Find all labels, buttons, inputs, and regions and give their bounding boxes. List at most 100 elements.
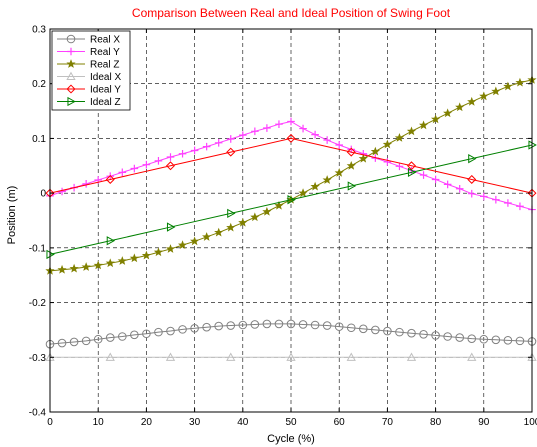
- data-point-real-z: [262, 206, 272, 216]
- legend-marker-ideal-y: [66, 84, 76, 94]
- data-point-real-y: [504, 199, 512, 207]
- data-point-real-y: [287, 117, 295, 126]
- data-point-real-x: [298, 320, 308, 329]
- data-point-real-x: [322, 321, 332, 330]
- data-point-ideal-z: [166, 222, 176, 232]
- data-point-real-z: [177, 240, 188, 250]
- data-point-ideal-y: [467, 174, 477, 184]
- legend-label-real-y: Real Y: [90, 47, 120, 58]
- data-point-real-x: [154, 327, 163, 337]
- data-point-real-z: [406, 126, 417, 136]
- y-tick-label: 0.1: [32, 134, 46, 145]
- data-point-ideal-y: [165, 161, 176, 171]
- legend-label-ideal-y: Ideal Y: [90, 85, 121, 96]
- legend-label-ideal-x: Ideal X: [90, 72, 121, 83]
- data-point-real-z: [93, 260, 103, 270]
- data-point-ideal-x: [406, 352, 417, 361]
- y-axis-label: Position (m): [6, 186, 18, 245]
- legend-marker-ideal-z: [67, 96, 76, 107]
- data-point-real-x: [93, 334, 103, 344]
- data-point-real-z: [418, 120, 429, 130]
- legend-label-real-x: Real X: [90, 35, 120, 46]
- series-real-y: [46, 117, 536, 214]
- data-point-real-x: [226, 321, 236, 330]
- x-tick-label: 60: [334, 417, 346, 428]
- x-tick-label: 30: [189, 417, 201, 428]
- data-point-real-y: [383, 158, 392, 166]
- data-point-real-x: [130, 330, 139, 340]
- data-point-ideal-z: [347, 181, 357, 191]
- data-point-real-x: [274, 319, 284, 329]
- data-point-real-x: [286, 319, 296, 329]
- data-point-real-z: [69, 263, 79, 273]
- data-point-ideal-x: [165, 352, 176, 361]
- data-point-real-x: [419, 330, 428, 339]
- data-point-real-y: [275, 120, 283, 129]
- data-point-real-z: [274, 200, 284, 210]
- data-point-real-y: [299, 124, 307, 133]
- data-point-real-y: [154, 157, 163, 165]
- x-axis-label: Cycle (%): [267, 433, 315, 445]
- data-point-real-x: [202, 322, 211, 332]
- series-real-z: [45, 75, 537, 275]
- data-point-real-x: [57, 338, 67, 348]
- data-point-real-x: [346, 323, 356, 333]
- x-tick-label: 90: [478, 417, 490, 428]
- data-point-real-z: [322, 175, 332, 184]
- data-point-real-y: [335, 141, 343, 149]
- x-tick-label: 100: [524, 417, 537, 428]
- y-tick-label: 0.3: [32, 25, 46, 36]
- y-tick-label: 0: [40, 189, 46, 200]
- data-point-real-z: [479, 91, 489, 101]
- data-point-real-y: [443, 180, 452, 189]
- data-point-real-z: [117, 256, 127, 265]
- data-point-real-x: [431, 331, 440, 340]
- data-point-real-x: [395, 327, 404, 337]
- data-point-real-y: [480, 192, 488, 201]
- y-tick-label: -0.4: [29, 408, 47, 419]
- data-point-real-z: [226, 222, 236, 232]
- data-point-real-z: [503, 81, 513, 91]
- data-point-real-x: [250, 320, 260, 329]
- data-point-real-y: [202, 142, 211, 151]
- data-point-ideal-y: [105, 174, 115, 184]
- data-point-real-z: [310, 181, 320, 191]
- data-point-real-y: [58, 187, 66, 196]
- x-tick-label: 0: [47, 417, 53, 428]
- data-point-real-x: [118, 332, 127, 341]
- data-point-real-x: [69, 337, 79, 347]
- data-point-ideal-x: [105, 352, 115, 361]
- data-point-real-y: [516, 202, 524, 211]
- series-ideal-y: [45, 133, 537, 198]
- legend-box: [51, 30, 131, 111]
- data-point-real-x: [214, 321, 223, 331]
- legend-marker-real-x: [66, 34, 76, 44]
- chart-title: Comparison Between Real and Ideal Positi…: [132, 6, 451, 20]
- data-point-ideal-y: [286, 133, 296, 143]
- data-point-real-z: [334, 168, 344, 177]
- data-point-real-z: [189, 236, 200, 246]
- data-point-real-y: [467, 189, 476, 198]
- legend-marker-real-z: [66, 59, 76, 68]
- data-point-real-z: [165, 244, 176, 253]
- data-point-real-y: [455, 184, 464, 193]
- legend-label-ideal-z: Ideal Z: [90, 97, 121, 108]
- data-point-real-z: [346, 160, 356, 170]
- data-point-real-x: [443, 332, 452, 341]
- data-point-real-z: [153, 247, 164, 257]
- series-real-x: [45, 319, 537, 349]
- data-point-real-y: [214, 139, 223, 147]
- data-point-real-x: [371, 325, 380, 335]
- data-point-real-z: [57, 264, 67, 274]
- data-point-real-z: [467, 96, 477, 106]
- x-tick-label: 40: [237, 417, 249, 428]
- data-point-real-x: [503, 336, 513, 345]
- data-point-real-x: [407, 328, 416, 338]
- data-point-ideal-x: [346, 352, 356, 361]
- data-point-ideal-x: [226, 352, 236, 361]
- data-point-real-z: [455, 102, 465, 112]
- data-point-real-z: [202, 232, 212, 241]
- legend-label-real-z: Real Z: [90, 60, 119, 71]
